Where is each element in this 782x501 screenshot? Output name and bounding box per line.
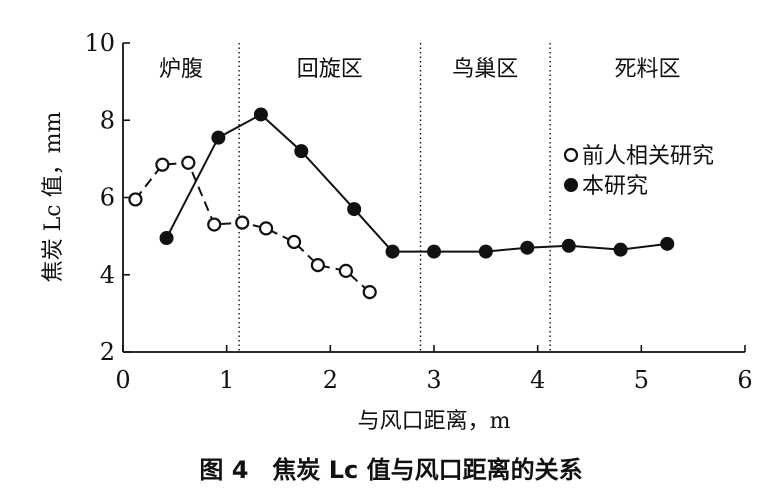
- x-tick-label: 5: [634, 366, 649, 394]
- data-point-previous-study: [286, 234, 302, 250]
- y-tick-label: 8: [100, 106, 115, 134]
- legend-marker-previous-study: [563, 147, 579, 163]
- y-tick-label: 10: [84, 29, 115, 57]
- zone-boundaries: [238, 43, 551, 352]
- x-tick-label: 6: [737, 366, 752, 394]
- series-line-previous-study: [134, 161, 371, 293]
- series-points: [128, 107, 675, 300]
- data-point-previous-study: [181, 155, 196, 170]
- data-point-this-study: [385, 244, 400, 259]
- data-point-this-study: [159, 231, 174, 246]
- y-tick-label: 4: [100, 261, 115, 289]
- x-ticks: 0 1 2 3 4 5 6: [115, 345, 753, 394]
- zone-label: 炉腹: [159, 57, 203, 82]
- zone-labels: 炉腹 回旋区 鸟巢区 死料区: [159, 57, 681, 82]
- data-point-previous-study: [310, 257, 325, 273]
- x-tick-label: 1: [219, 366, 234, 394]
- data-point-this-study: [660, 236, 675, 251]
- data-point-this-study: [253, 107, 268, 122]
- figure-caption: 图 4 焦炭 Lc 值与风口距离的关系: [199, 456, 582, 484]
- x-tick-label: 2: [323, 366, 338, 394]
- zone-label: 死料区: [615, 57, 681, 82]
- y-tick-label: 6: [100, 184, 115, 212]
- zone-label: 回旋区: [297, 57, 363, 82]
- data-point-this-study: [294, 144, 309, 159]
- zone-label: 鸟巢区: [452, 57, 518, 82]
- data-point-this-study: [613, 242, 628, 257]
- legend-label-previous-study: 前人相关研究: [582, 144, 714, 169]
- data-point-this-study: [211, 130, 226, 145]
- x-tick-label: 0: [115, 366, 130, 394]
- legend-marker-this-study: [564, 178, 578, 192]
- data-point-previous-study: [128, 192, 143, 207]
- data-point-this-study: [520, 240, 535, 255]
- data-point-previous-study: [207, 217, 222, 232]
- legend: 前人相关研究 本研究: [563, 144, 714, 199]
- data-point-this-study: [427, 244, 441, 259]
- axes: [122, 43, 745, 353]
- data-point-previous-study: [362, 285, 377, 300]
- data-point-this-study: [561, 238, 576, 253]
- data-point-previous-study: [235, 215, 250, 230]
- y-ticks: 2 4 6 8 10: [84, 29, 130, 366]
- y-axis-title: 焦炭 Lc 值，mm: [41, 112, 66, 283]
- y-tick-label: 2: [100, 338, 115, 366]
- data-point-previous-study: [338, 263, 353, 278]
- data-point-previous-study: [258, 221, 274, 236]
- series-line-this-study: [165, 113, 668, 253]
- data-point-previous-study: [155, 157, 170, 172]
- data-point-this-study: [478, 244, 493, 259]
- data-point-this-study: [347, 202, 362, 217]
- x-tick-label: 4: [530, 366, 545, 394]
- legend-label-this-study: 本研究: [582, 174, 648, 199]
- x-axis-title: 与风口距离，m: [358, 409, 511, 434]
- series-lines: [134, 113, 668, 293]
- x-tick-label: 3: [426, 366, 441, 394]
